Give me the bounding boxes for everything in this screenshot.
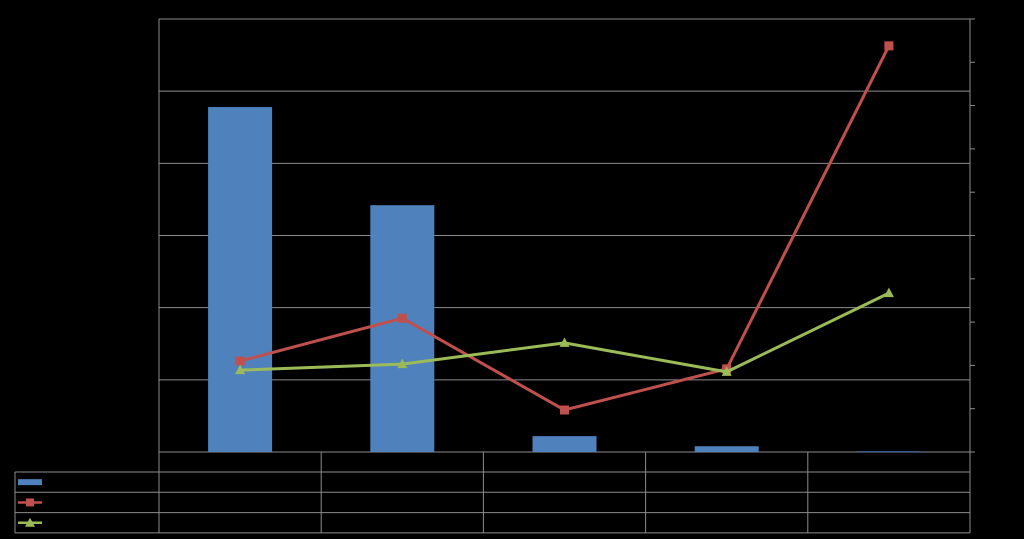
legend-swatch [18,479,42,486]
marker [559,337,570,347]
marker [397,313,407,323]
legend-marker [25,517,35,527]
marker [721,366,732,376]
marker [884,41,894,51]
marker [883,287,894,298]
marker [235,356,245,366]
bar [856,451,921,453]
bar [208,107,273,452]
marker [397,358,408,369]
bar [532,436,597,452]
bar [370,205,435,452]
legend-marker [26,498,34,507]
marker [560,405,569,415]
bar [694,446,759,452]
marker [235,364,246,375]
